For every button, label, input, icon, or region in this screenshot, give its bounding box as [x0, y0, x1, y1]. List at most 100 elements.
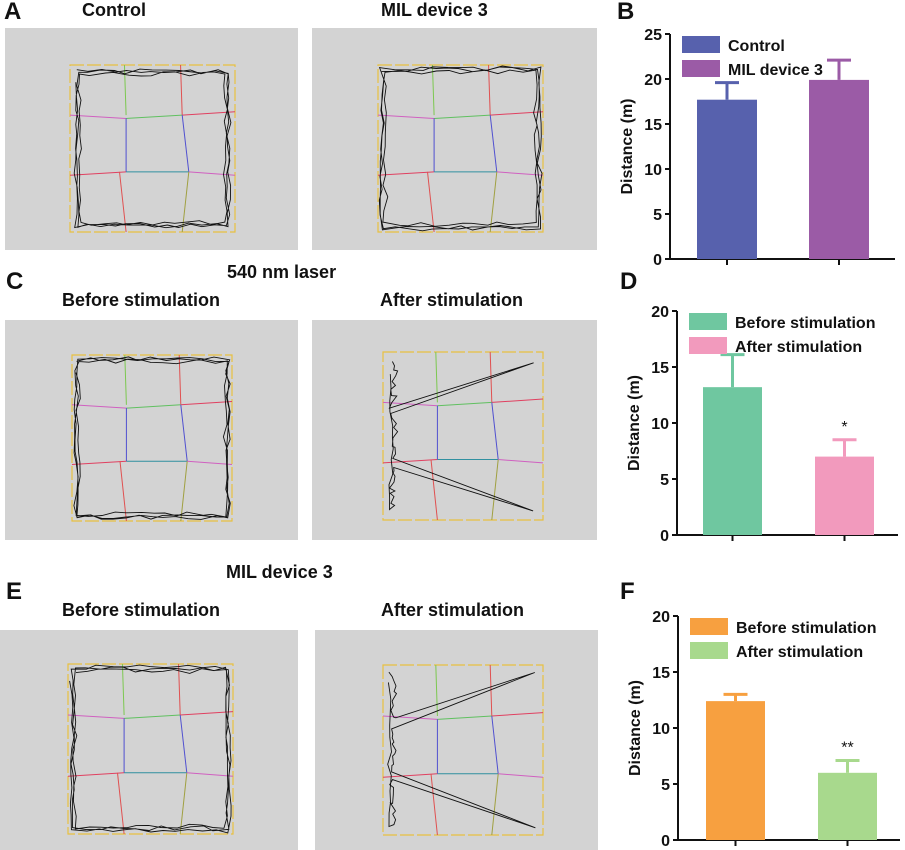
panel-letter-e: E	[6, 578, 23, 605]
grid-line	[181, 115, 190, 172]
bar-1	[703, 387, 762, 535]
grid-line	[71, 460, 127, 466]
grid-line	[126, 114, 183, 119]
title-before-stimulation-c: Before stimulation	[62, 290, 221, 310]
bar-2	[815, 456, 874, 535]
significance-marker: **	[841, 739, 853, 756]
y-axis-label: Distance (m)	[627, 680, 644, 776]
grid-line	[491, 402, 499, 460]
y-tick-label: 25	[644, 27, 662, 44]
arena-e-before	[0, 630, 298, 850]
y-tick-label: 20	[651, 304, 669, 321]
panel-letter-c: C	[6, 268, 24, 295]
legend-label: Control	[728, 38, 785, 55]
grid-line	[121, 663, 125, 716]
grid-line	[377, 171, 435, 176]
y-tick-label: 20	[644, 72, 662, 89]
y-tick-label: 10	[652, 721, 670, 738]
header-540nm-laser: 540 nm laser	[227, 262, 337, 282]
grid-line	[71, 404, 127, 409]
grid-line	[498, 773, 544, 778]
grid-line	[124, 354, 127, 405]
grid-line	[488, 64, 491, 116]
grid-line	[180, 404, 188, 462]
grid-line	[382, 459, 438, 464]
bar-1	[697, 99, 757, 259]
grid-line	[124, 714, 181, 719]
title-mil-device: MIL device 3	[381, 0, 488, 20]
grid-line	[179, 772, 188, 835]
title-after-stimulation-c: After stimulation	[380, 290, 524, 310]
arena-border	[382, 351, 544, 521]
y-tick-label: 0	[653, 252, 662, 269]
grid-line	[437, 401, 492, 407]
title-before-stimulation-e: Before stimulation	[62, 600, 221, 620]
grid-line	[180, 400, 233, 406]
panel-letter-b: B	[617, 0, 635, 25]
y-axis-label: Distance (m)	[626, 375, 643, 471]
trajectory-path	[73, 356, 231, 520]
arena-background	[312, 28, 597, 250]
grid-line	[188, 171, 236, 176]
arena-c-before	[5, 320, 298, 540]
arena-a-mil-device	[312, 28, 597, 250]
arena-border	[69, 64, 236, 233]
grid-line	[119, 171, 127, 233]
grid-line	[491, 712, 544, 717]
legend-swatch	[690, 642, 728, 659]
arena-background	[312, 320, 597, 540]
y-tick-label: 10	[644, 162, 662, 179]
grid-line	[67, 772, 125, 777]
significance-marker: *	[841, 419, 847, 436]
grid-line	[119, 461, 127, 522]
y-tick-label: 0	[661, 833, 670, 850]
y-tick-label: 15	[644, 117, 662, 134]
y-tick-label: 20	[652, 609, 670, 626]
bar-chart-b: 0 5 10 15 20 25 Distance (m) Control MIL device …	[619, 27, 895, 269]
trajectory-path	[73, 68, 232, 229]
grid-line	[490, 111, 544, 116]
arena-border	[377, 64, 544, 233]
legend-label: Before stimulation	[736, 620, 876, 637]
trajectory-path	[388, 361, 534, 512]
arena-background	[315, 630, 598, 850]
grid-line	[126, 404, 181, 409]
arena-border	[67, 663, 234, 835]
grid-line	[427, 171, 435, 233]
bar-1	[706, 701, 765, 840]
arena-border	[71, 354, 233, 522]
grid-line	[435, 351, 438, 403]
y-tick-label: 15	[651, 360, 669, 377]
grid-line	[489, 171, 498, 233]
legend-label: After stimulation	[735, 339, 862, 356]
grid-line	[178, 663, 181, 716]
legend-swatch	[689, 337, 727, 354]
grid-line	[435, 664, 438, 717]
y-tick-label: 5	[653, 207, 662, 224]
legend-swatch	[689, 313, 727, 330]
y-axis-label: Distance (m)	[619, 98, 636, 194]
legend-swatch	[682, 60, 720, 77]
grid-line	[491, 715, 499, 774]
legend-swatch	[690, 618, 728, 635]
grid-line	[489, 664, 493, 717]
arena-background	[5, 320, 298, 540]
grid-line	[180, 711, 234, 716]
y-tick-label: 0	[660, 528, 669, 545]
grid-line	[489, 115, 498, 172]
grid-line	[117, 772, 125, 835]
grid-line	[437, 715, 492, 720]
grid-line	[434, 114, 491, 119]
arena-a-control	[5, 28, 298, 250]
grid-line	[491, 773, 499, 836]
arena-c-after	[312, 320, 597, 540]
panel-letter-f: F	[620, 578, 635, 605]
grid-line	[382, 773, 438, 778]
legend-label: After stimulation	[736, 644, 863, 661]
grid-line	[67, 714, 125, 719]
arena-e-after	[315, 630, 598, 850]
arena-border	[382, 664, 544, 836]
grid-line	[180, 461, 188, 522]
grid-line	[186, 772, 234, 777]
